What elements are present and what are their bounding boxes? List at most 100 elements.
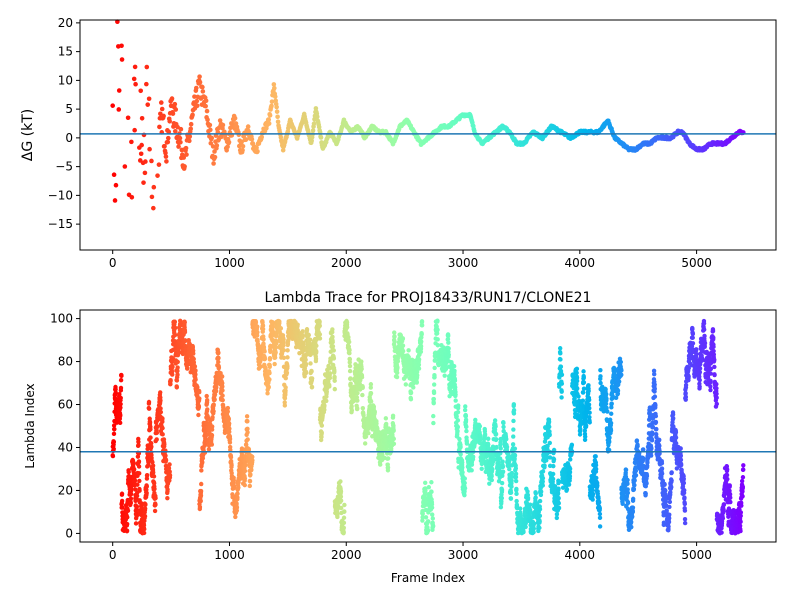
- lambda-point: [142, 506, 148, 511]
- delta-g-point: [132, 64, 138, 70]
- lambda-point: [285, 348, 290, 353]
- lambda-point: [514, 486, 519, 492]
- lambda-point: [163, 453, 168, 458]
- lambda-point: [278, 326, 284, 331]
- lambda-point: [219, 374, 225, 379]
- lambda-point: [456, 403, 461, 408]
- lambda-point: [204, 397, 210, 403]
- lambda-point: [391, 436, 396, 442]
- delta-g-point: [232, 115, 238, 121]
- lambda-point: [113, 387, 118, 392]
- delta-g-point: [176, 144, 181, 149]
- lambda-point: [200, 460, 205, 465]
- lambda-point: [128, 500, 133, 506]
- lambda-point: [455, 424, 460, 430]
- delta-g-point: [188, 126, 194, 132]
- delta-g-point: [163, 150, 168, 156]
- delta-g-point: [200, 84, 205, 90]
- lambda-point: [118, 412, 123, 418]
- delta-g-point: [255, 149, 260, 154]
- lambda-point: [234, 501, 239, 506]
- lambda-point: [236, 480, 241, 485]
- lambda-point: [501, 424, 506, 430]
- delta-g-point: [214, 143, 220, 148]
- lambda-point: [509, 484, 514, 489]
- lambda-point: [118, 385, 124, 391]
- lambda-point: [317, 323, 322, 329]
- lambda-point: [327, 371, 333, 376]
- lambda-point: [136, 459, 142, 464]
- lambda-point: [511, 427, 516, 432]
- delta-g-point: [194, 85, 199, 91]
- lambda-point: [419, 319, 425, 324]
- lambda-point: [303, 357, 308, 363]
- y-tick-label: −5: [55, 160, 73, 174]
- lambda-point: [242, 482, 247, 488]
- lambda-point: [460, 465, 465, 470]
- lambda-point: [322, 407, 327, 412]
- lambda-point: [513, 471, 519, 476]
- lambda-point: [431, 420, 436, 426]
- lambda-point: [360, 392, 365, 398]
- delta-g-point: [149, 158, 154, 164]
- lambda-point: [432, 374, 437, 380]
- lambda-point: [324, 398, 329, 404]
- delta-g-point: [220, 122, 226, 128]
- lambda-point: [394, 370, 400, 375]
- lambda-point: [411, 385, 416, 390]
- lambda-point: [391, 441, 397, 447]
- lambda-point: [342, 502, 347, 508]
- delta-g-point: [116, 88, 122, 93]
- lambda-point: [327, 384, 332, 389]
- lambda-point: [146, 399, 152, 405]
- delta-g-point: [267, 113, 273, 118]
- delta-g-point: [254, 145, 259, 151]
- lambda-point: [160, 432, 165, 437]
- lambda-point: [408, 397, 414, 402]
- delta-g-point: [166, 129, 172, 135]
- lambda-point: [342, 509, 347, 514]
- lambda-point: [304, 327, 310, 332]
- lambda-point: [360, 405, 366, 411]
- lambda-point: [148, 427, 153, 432]
- lambda-point: [486, 436, 491, 441]
- delta-g-point: [147, 146, 152, 152]
- lambda-point: [500, 469, 506, 474]
- lambda-point: [175, 365, 180, 370]
- lambda-point: [148, 441, 154, 446]
- lambda-point: [172, 319, 178, 324]
- lambda-point: [460, 470, 465, 475]
- lambda-point: [309, 384, 315, 390]
- lambda-point: [195, 384, 200, 390]
- delta-g-point: [158, 100, 164, 105]
- lambda-point: [349, 408, 355, 413]
- delta-g-point: [178, 139, 183, 145]
- delta-g-point: [158, 111, 163, 117]
- delta-g-point: [139, 142, 144, 148]
- lambda-point: [119, 491, 125, 496]
- lambda-point: [400, 336, 406, 341]
- delta-g-point: [240, 147, 245, 153]
- lambda-point: [442, 373, 447, 378]
- lambda-point: [406, 354, 411, 360]
- lambda-point: [134, 504, 140, 509]
- lambda-point: [267, 364, 272, 370]
- delta-g-point: [119, 43, 124, 49]
- x-tick-label: 5000: [681, 256, 712, 270]
- lambda-point: [533, 491, 538, 496]
- lambda-point: [392, 334, 397, 339]
- lambda-point: [414, 380, 419, 385]
- delta-g-point: [133, 81, 138, 87]
- delta-g-point: [275, 114, 280, 120]
- lambda-point: [454, 414, 459, 419]
- lambda-point: [118, 395, 123, 401]
- delta-g-point: [141, 180, 146, 185]
- lambda-point: [144, 487, 149, 492]
- lambda-point: [258, 357, 263, 362]
- lambda-point: [226, 416, 231, 421]
- lambda-point: [170, 372, 175, 377]
- lambda-point: [332, 369, 337, 374]
- lambda-point: [152, 486, 157, 492]
- delta-g-point: [144, 81, 149, 87]
- delta-g-point: [164, 159, 169, 164]
